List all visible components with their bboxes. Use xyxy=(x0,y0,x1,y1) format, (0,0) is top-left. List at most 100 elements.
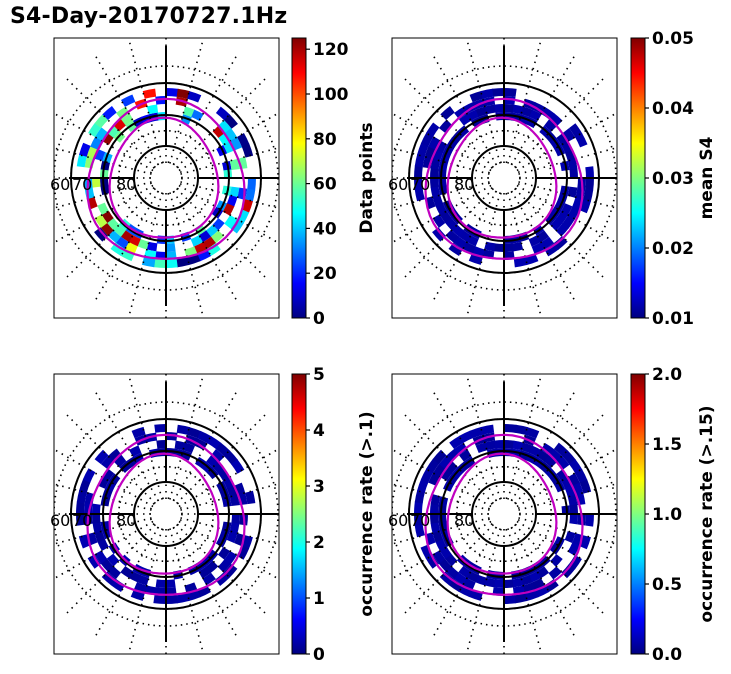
heatmap-cell xyxy=(76,513,85,526)
heatmap-cell xyxy=(531,578,545,591)
heatmap-cell xyxy=(97,202,109,215)
mlt-dotted-line xyxy=(54,181,152,209)
heatmap-cell xyxy=(218,132,231,146)
heatmap-cell xyxy=(165,259,178,268)
heatmap-cell xyxy=(183,106,196,118)
heatmap-cell xyxy=(245,490,256,505)
heatmap-cell xyxy=(503,243,514,252)
heatmap-cell xyxy=(544,455,557,468)
mlt-dotted-line xyxy=(404,188,494,278)
heatmap-cell xyxy=(414,187,425,202)
heatmap-cell xyxy=(155,579,166,588)
mlt-dotted-line xyxy=(66,188,156,278)
heatmap-cell xyxy=(567,494,578,507)
mlt-dotted-line xyxy=(54,517,152,545)
heatmap-cell xyxy=(430,185,441,198)
heatmap-cell xyxy=(113,454,127,468)
heatmap-cell xyxy=(106,553,120,567)
colorbar-tick-label: 0 xyxy=(313,645,325,665)
mlt-dotted-line xyxy=(128,528,163,650)
mlt-dotted-line xyxy=(433,526,498,636)
heatmap-cell xyxy=(120,248,135,262)
heatmap-cell xyxy=(218,120,232,134)
heatmap-cell xyxy=(445,461,458,474)
heatmap-cell xyxy=(564,531,576,544)
heatmap-cell xyxy=(569,504,578,515)
auroral-oval-inner xyxy=(446,116,558,239)
heatmap-cell xyxy=(528,571,541,583)
mlt-dotted-line xyxy=(54,112,154,172)
heatmap-cell xyxy=(142,88,157,99)
heatmap-cell xyxy=(92,503,101,514)
latitude-label: 80 xyxy=(116,511,136,530)
heatmap-cell xyxy=(493,243,504,252)
heatmap-cell xyxy=(432,227,447,242)
heatmap-cell xyxy=(525,427,540,439)
heatmap-cell xyxy=(146,104,159,115)
heatmap-cell xyxy=(440,106,455,121)
mlt-dotted-line xyxy=(172,526,237,636)
heatmap-cell xyxy=(414,501,423,514)
heatmap-cell xyxy=(79,142,91,157)
heatmap-cell xyxy=(223,141,235,154)
mlt-dotted-line xyxy=(176,414,266,504)
heatmap-cell xyxy=(480,424,495,435)
mlt-dotted-line xyxy=(404,524,494,614)
heatmap-cell xyxy=(414,523,425,538)
latitude-label: 80 xyxy=(454,175,474,194)
heatmap-cell xyxy=(97,538,109,551)
heatmap-cell xyxy=(236,209,250,224)
heatmap-cell xyxy=(413,513,423,526)
mlt-dotted-line xyxy=(514,414,604,504)
mlt-dotted-line xyxy=(169,378,204,500)
heatmap-cell xyxy=(100,222,114,236)
heatmap-cell xyxy=(116,106,130,120)
heatmap-cell xyxy=(448,578,463,592)
mlt-dotted-line xyxy=(392,184,492,244)
mlt-dotted-line xyxy=(433,392,498,502)
heatmap-cell xyxy=(166,88,179,97)
heatmap-cell xyxy=(191,109,204,122)
heatmap-cell xyxy=(448,242,463,256)
colorbar-tick-label: 0.5 xyxy=(652,575,682,595)
heatmap-cell xyxy=(534,585,549,598)
heatmap-cell xyxy=(462,241,476,254)
heatmap-cell xyxy=(550,218,563,231)
heatmap-cell xyxy=(202,236,216,250)
heatmap-cell xyxy=(569,168,578,179)
mlt-dotted-line xyxy=(510,526,575,636)
heatmap-cell xyxy=(165,579,176,588)
colorbar-tick-label: 0.0 xyxy=(652,645,682,665)
heatmap-cell xyxy=(92,513,101,524)
heatmap-cell xyxy=(582,188,594,203)
colorbar-tick-label: 2 xyxy=(313,533,325,553)
heatmap-cell xyxy=(244,188,256,203)
mlt-dotted-line xyxy=(128,42,163,164)
heatmap-cell xyxy=(435,140,448,153)
heatmap-cell xyxy=(484,440,497,451)
heatmap-cell xyxy=(247,178,256,191)
mlt-dotted-line xyxy=(510,190,575,300)
heatmap-cell xyxy=(141,256,156,268)
heatmap-cell xyxy=(548,566,562,580)
heatmap-cell xyxy=(196,585,211,598)
heatmap-cell xyxy=(504,104,515,113)
heatmap-cell xyxy=(430,167,439,178)
heatmap-cell xyxy=(414,165,423,178)
heatmap-cell xyxy=(94,550,108,564)
mlt-dotted-line xyxy=(66,524,156,614)
heatmap-cell xyxy=(417,142,429,157)
mlt-dotted-line xyxy=(518,181,617,210)
mlt-dotted-line xyxy=(178,447,279,508)
heatmap-cell xyxy=(529,109,542,122)
heatmap-cell xyxy=(484,104,497,115)
heatmap-cell xyxy=(92,177,101,188)
mlt-dotted-line xyxy=(510,56,575,166)
heatmap-cell xyxy=(175,257,190,268)
heatmap-cell xyxy=(79,478,91,493)
heatmap-cell xyxy=(561,141,573,154)
latitude-label: 60 xyxy=(388,175,408,194)
heatmap-cell xyxy=(446,448,460,462)
latitude-label: 80 xyxy=(116,175,136,194)
heatmap-cell xyxy=(420,132,434,147)
